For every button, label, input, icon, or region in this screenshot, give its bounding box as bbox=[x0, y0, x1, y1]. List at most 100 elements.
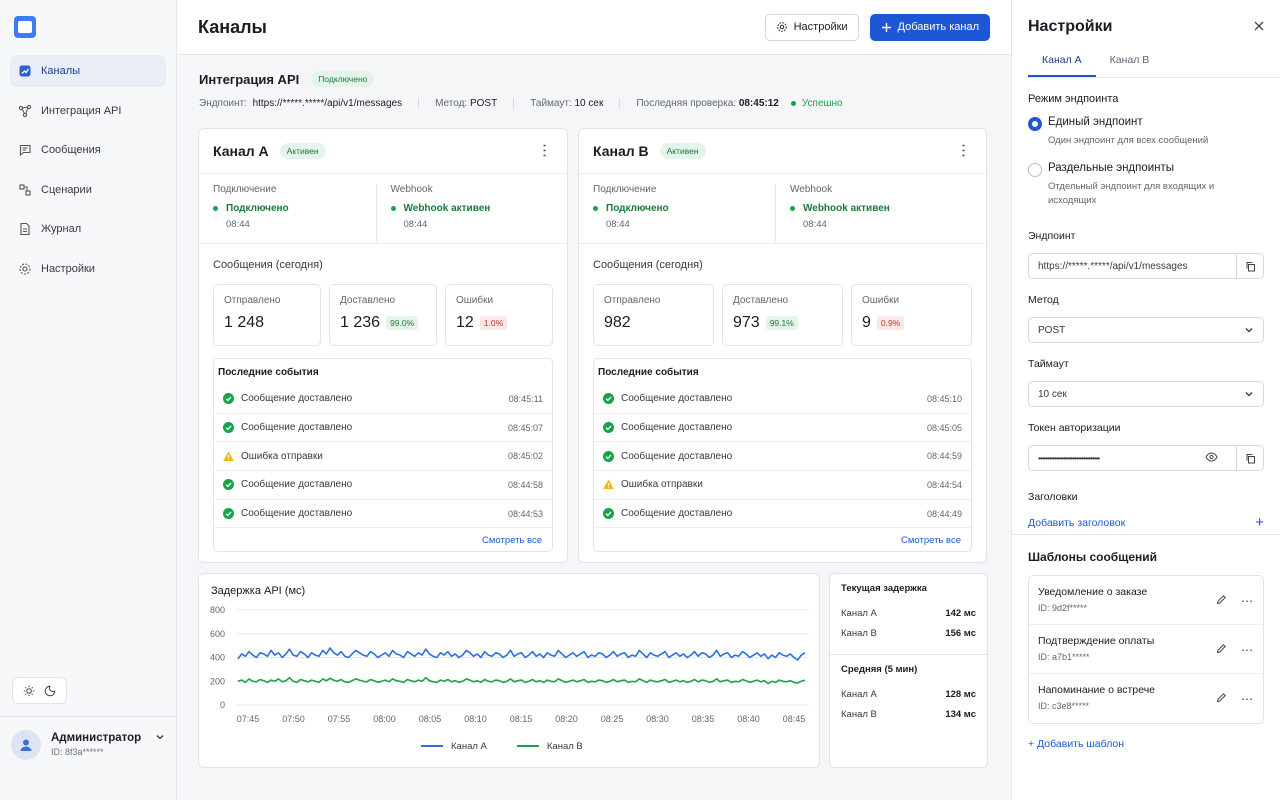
mode-split-radio[interactable]: Раздельные эндпоинты Отдельный эндпоинт … bbox=[1028, 162, 1264, 208]
webhook-time: 08:44 bbox=[403, 219, 428, 230]
endpoint-field[interactable]: https://*****.*****/api/v1/messages bbox=[1028, 253, 1264, 279]
event-time: 08:44:58 bbox=[507, 479, 543, 490]
template-row[interactable]: Уведомление о заказе ID: 9d2f***** ⋯ bbox=[1029, 576, 1263, 625]
settings-panel: Настройки Канал А Канал В Режим эндпоинт… bbox=[1011, 0, 1280, 800]
sidebar-item-label: Сценарии bbox=[41, 183, 92, 196]
event-text: Сообщение доставлено bbox=[621, 393, 733, 405]
event-time: 08:45:02 bbox=[507, 451, 543, 462]
scenarios-icon bbox=[19, 183, 31, 196]
connection-label: Подключение bbox=[213, 184, 277, 195]
add-header-button[interactable]: Добавить заголовок + bbox=[1028, 514, 1264, 531]
webhook-value: Webhook активен bbox=[403, 203, 491, 214]
x-tick-label: 08:15 bbox=[510, 714, 533, 724]
moon-icon[interactable] bbox=[43, 684, 57, 698]
x-tick-label: 08:05 bbox=[419, 714, 442, 724]
tab-channel-a[interactable]: Канал А bbox=[1028, 45, 1096, 77]
chevron-down-icon[interactable] bbox=[155, 732, 165, 745]
template-row[interactable]: Напоминание о встрече ID: c3e8***** ⋯ bbox=[1029, 674, 1263, 723]
avg-latency-row: Канал В 134 мс bbox=[841, 704, 976, 724]
endpoint-label: Эндпоинт: bbox=[199, 98, 247, 109]
more-icon[interactable]: ⋯ bbox=[1241, 643, 1253, 657]
status-badge: Активен bbox=[659, 143, 706, 159]
event-text: Сообщение доставлено bbox=[241, 508, 353, 520]
timeout-label: Таймаут bbox=[1028, 358, 1069, 370]
current-latency-row: Канал А 142 мс bbox=[841, 603, 976, 623]
radio-unselected[interactable] bbox=[1028, 163, 1042, 177]
current-latency-title: Текущая задержка bbox=[841, 583, 927, 594]
timeout-select[interactable]: 10 сек bbox=[1028, 381, 1264, 407]
event-time: 08:45:10 bbox=[926, 393, 962, 404]
row-label: Канал А bbox=[841, 607, 877, 619]
event-row: Сообщение доставлено 08:45:07 bbox=[214, 414, 552, 443]
integration-meta: Эндпоинт: https://*****.*****/api/v1/mes… bbox=[199, 98, 989, 109]
user-icon bbox=[20, 739, 32, 751]
stat-value: 982 bbox=[604, 314, 631, 331]
warning-icon bbox=[603, 479, 614, 490]
chart-legend: Канал А Канал В bbox=[421, 741, 583, 752]
template-id: ID: 9d2f***** bbox=[1038, 603, 1088, 613]
user-menu[interactable]: Администратор ID: 8f3a****** bbox=[0, 716, 176, 772]
sun-icon[interactable] bbox=[22, 684, 36, 698]
eye-icon[interactable] bbox=[1205, 451, 1218, 465]
row-label: Канал А bbox=[841, 688, 877, 700]
method-label: Метод bbox=[1028, 294, 1059, 306]
edit-icon[interactable] bbox=[1216, 594, 1227, 608]
legend-item-a[interactable]: Канал А bbox=[421, 741, 487, 752]
sidebar-item-settings[interactable]: Настройки bbox=[10, 253, 166, 285]
connection-value: Подключено bbox=[226, 203, 289, 214]
current-latency-row: Канал В 156 мс bbox=[841, 623, 976, 643]
sidebar-item-messages[interactable]: Сообщения bbox=[10, 134, 166, 166]
copy-icon[interactable] bbox=[1236, 445, 1263, 471]
settings-button[interactable]: Настройки bbox=[764, 13, 859, 41]
events-title: Последние события bbox=[598, 367, 699, 378]
edit-icon[interactable] bbox=[1216, 643, 1227, 657]
sidebar-item-journal[interactable]: Журнал bbox=[10, 213, 166, 245]
mode-single-radio[interactable]: Единый эндпоинт Один эндпоинт для всех с… bbox=[1028, 116, 1264, 148]
template-id: ID: a7b1***** bbox=[1038, 652, 1090, 662]
user-id: ID: 8f3a****** bbox=[51, 747, 104, 757]
event-text: Сообщение доставлено bbox=[241, 422, 353, 434]
settings-icon bbox=[19, 262, 31, 275]
radio-selected[interactable] bbox=[1028, 117, 1042, 131]
theme-toggle[interactable] bbox=[12, 677, 67, 704]
app-logo[interactable] bbox=[14, 16, 36, 38]
sidebar-item-channels[interactable]: Каналы bbox=[10, 55, 166, 87]
copy-icon[interactable] bbox=[1236, 253, 1263, 279]
events-list: Последние события Сообщение доставлено 08… bbox=[213, 358, 553, 552]
more-icon[interactable]: ⋯ bbox=[1241, 594, 1253, 608]
kebab-menu-icon[interactable]: ⋯ bbox=[536, 143, 553, 159]
close-icon[interactable] bbox=[1254, 18, 1264, 35]
edit-icon[interactable] bbox=[1216, 692, 1227, 706]
legend-item-b[interactable]: Канал В bbox=[516, 741, 583, 752]
add-template-button[interactable]: + Добавить шаблон bbox=[1028, 738, 1125, 750]
sidebar-item-api[interactable]: Интеграция API bbox=[10, 95, 166, 127]
more-icon[interactable]: ⋯ bbox=[1241, 692, 1253, 706]
gear-icon bbox=[776, 22, 787, 32]
event-row: Сообщение доставлено 08:44:49 bbox=[594, 500, 971, 529]
sidebar-item-label: Сообщения bbox=[41, 144, 101, 156]
row-label: Канал В bbox=[841, 627, 877, 639]
template-name: Уведомление о заказе bbox=[1038, 586, 1148, 598]
kebab-menu-icon[interactable]: ⋯ bbox=[955, 143, 972, 159]
check-circle-icon bbox=[603, 393, 614, 405]
sidebar-item-scenarios[interactable]: Сценарии bbox=[10, 174, 166, 206]
mode-single-desc: Один эндпоинт для всех сообщений bbox=[1048, 135, 1209, 146]
api-icon bbox=[18, 104, 32, 117]
status-badge: Активен bbox=[279, 143, 326, 159]
tab-channel-b[interactable]: Канал В bbox=[1109, 54, 1150, 66]
method-select[interactable]: POST bbox=[1028, 317, 1264, 343]
plus-icon[interactable]: + bbox=[1255, 514, 1264, 531]
template-row[interactable]: Подтверждение оплаты ID: a7b1***** ⋯ bbox=[1029, 625, 1263, 674]
stat-delivered: Доставлено 1 236 99.0% bbox=[329, 284, 437, 346]
x-tick-label: 08:20 bbox=[555, 714, 578, 724]
check-circle-icon bbox=[603, 422, 614, 434]
connection-time: 08:44 bbox=[606, 219, 630, 230]
view-all-link[interactable]: Смотреть все bbox=[482, 535, 542, 547]
add-channel-button[interactable]: Добавить канал bbox=[869, 13, 990, 41]
event-time: 08:45:05 bbox=[926, 422, 962, 433]
stat-label: Доставлено bbox=[733, 295, 789, 306]
headers-label: Заголовки bbox=[1028, 491, 1078, 503]
token-field[interactable]: •••••••••••••••••••••••••••••••••• bbox=[1028, 445, 1264, 471]
view-all-link[interactable]: Смотреть все bbox=[901, 535, 961, 547]
sidebar-nav: Каналы Интеграция API Сообщения Сценарии… bbox=[10, 55, 166, 292]
